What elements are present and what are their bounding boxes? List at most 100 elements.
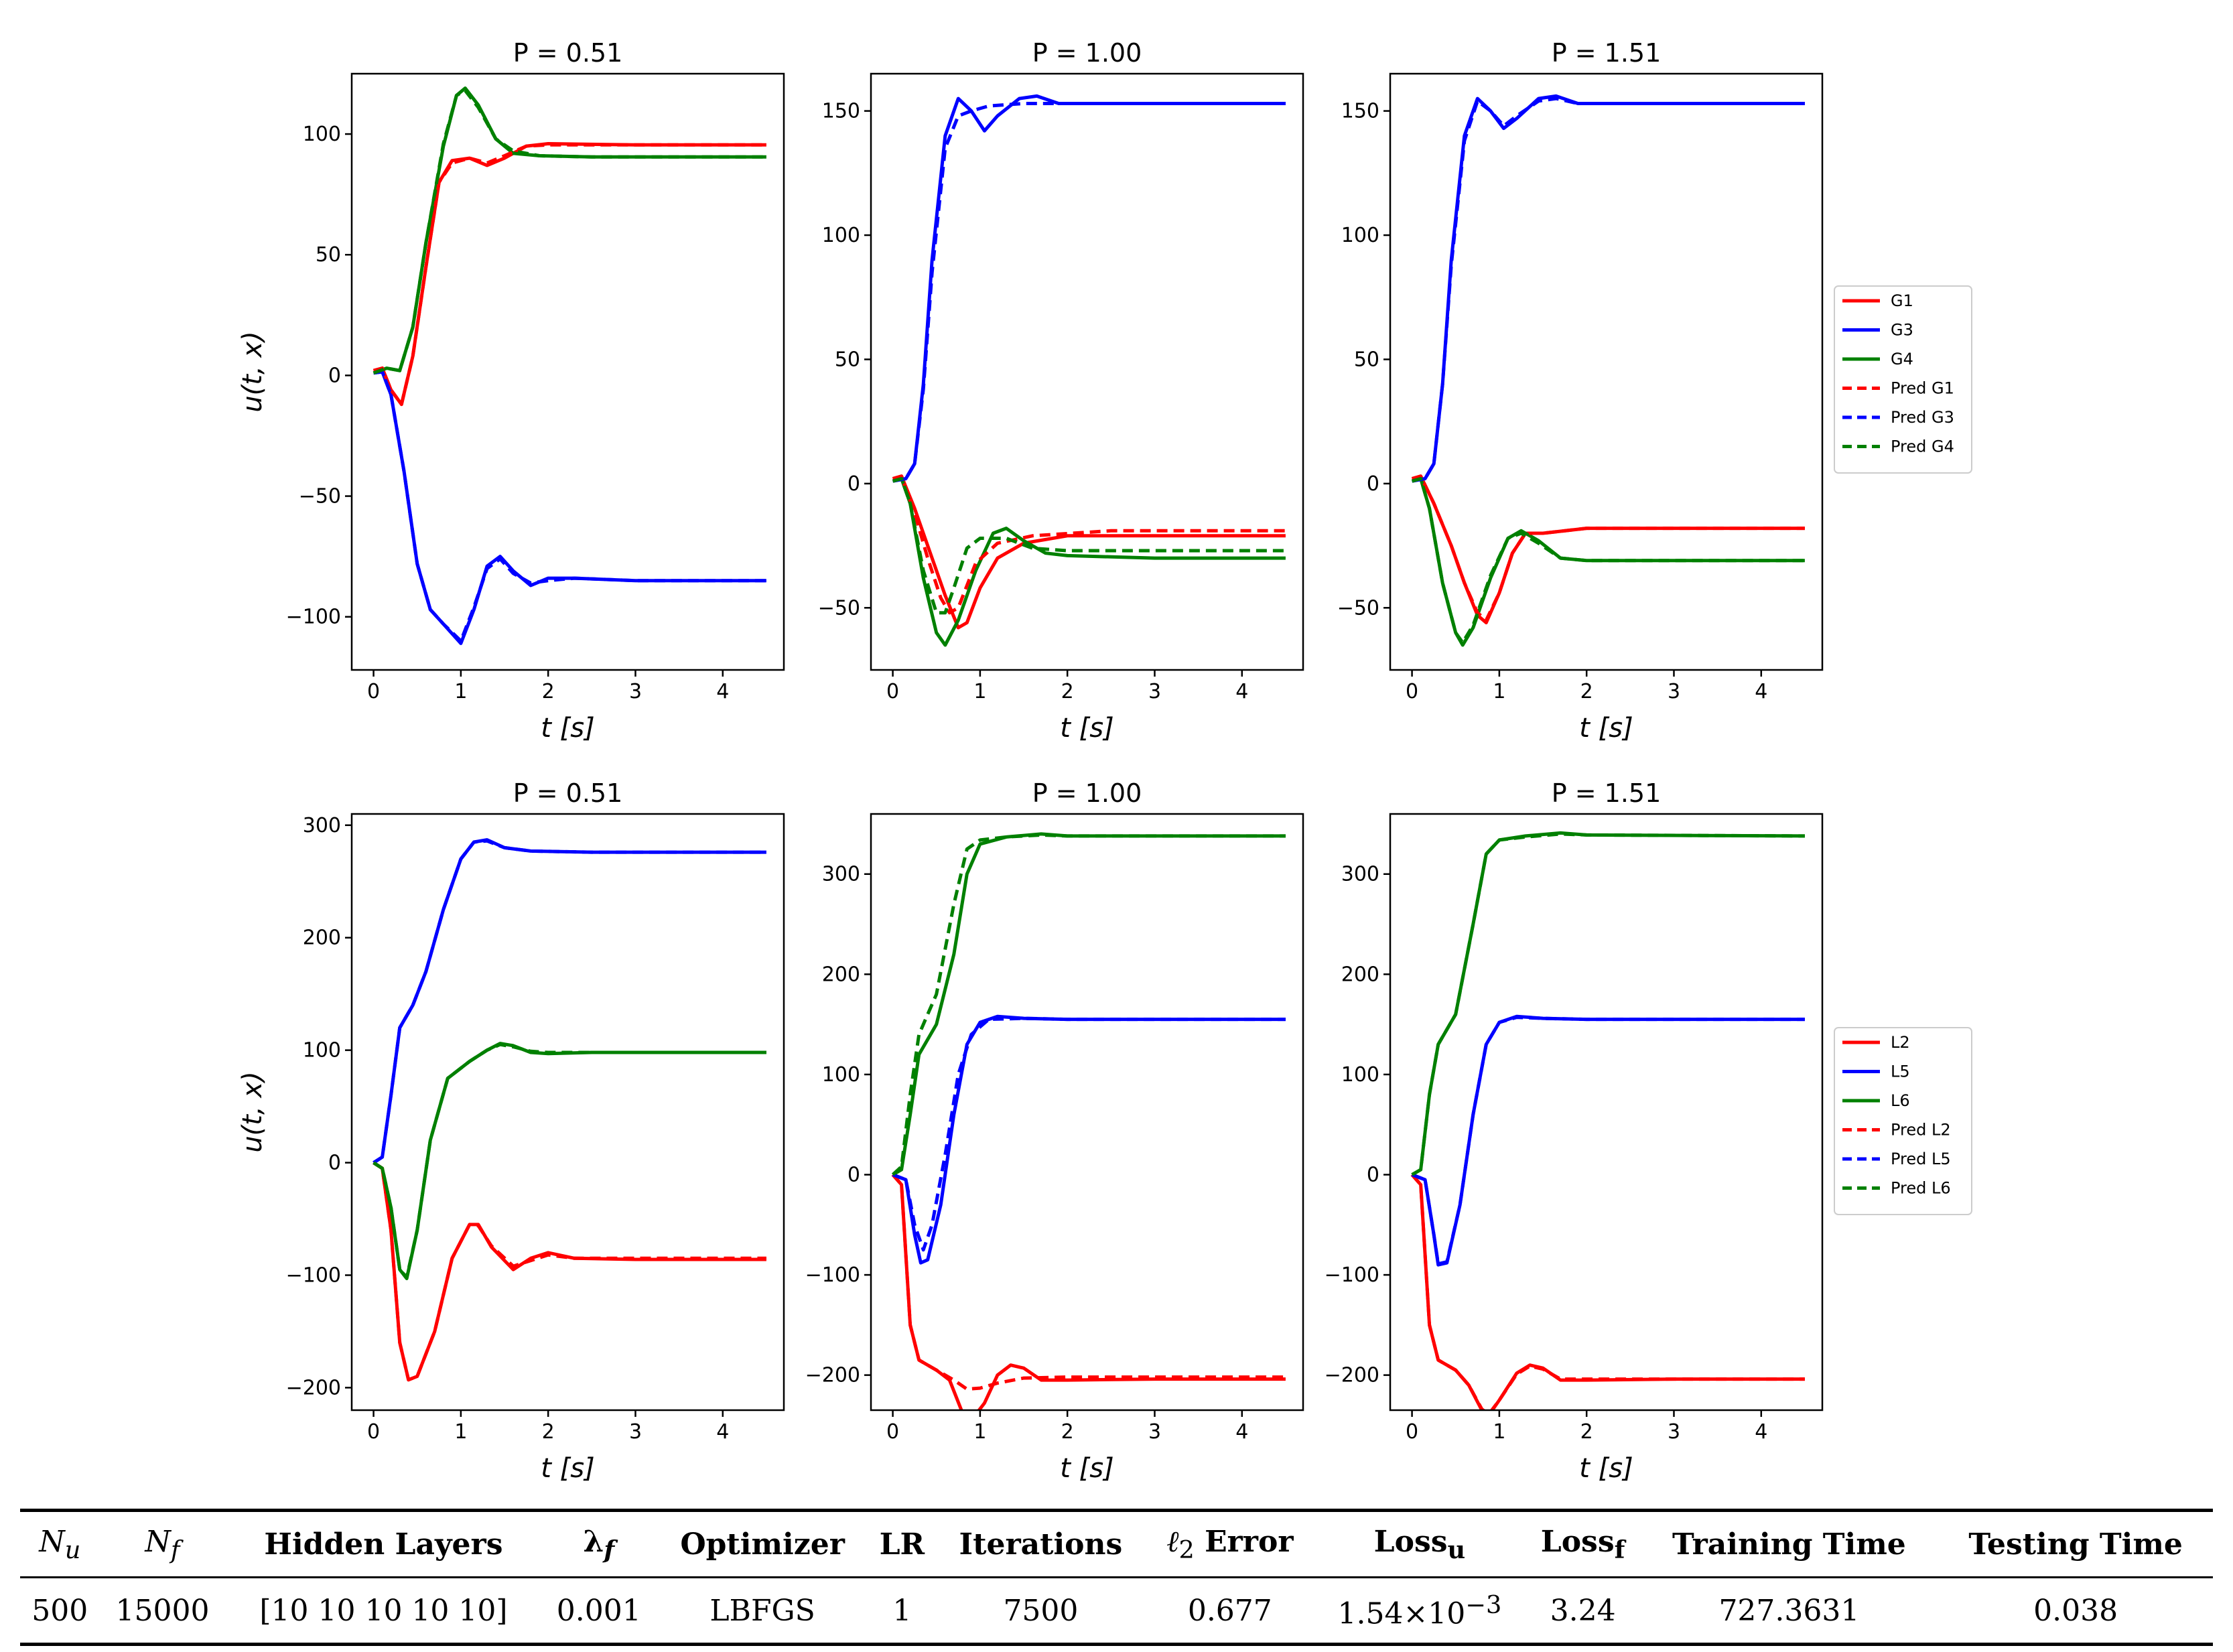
x-tick-label: 0 xyxy=(1406,1420,1418,1444)
plot-frame xyxy=(350,813,785,1412)
y-tick-label: 200 xyxy=(303,926,341,950)
y-tick-label: 50 xyxy=(316,243,341,267)
panel-title: P = 1.51 xyxy=(1552,38,1662,68)
y-axis-label: u(t, x) xyxy=(237,331,268,412)
table-row: 500 15000 [10 10 10 10 10] 0.001 LBFGS 1… xyxy=(20,1578,2213,1645)
series-line-pred-l5 xyxy=(1411,1016,1805,1266)
cell-l2-error: 0.677 xyxy=(1187,1593,1272,1628)
series-group xyxy=(892,94,1286,647)
y-tick-label: 300 xyxy=(1341,863,1379,886)
legend-label: L2 xyxy=(1891,1033,1910,1052)
series-line-pred-g3 xyxy=(892,102,1286,483)
header-lr: LR xyxy=(879,1527,925,1562)
panel-title: P = 0.51 xyxy=(513,38,623,68)
panel-g-p051: P = 0.51 0 1 2 3 4 −100 −50 0 50 100 t [s] u(t, x) xyxy=(237,38,785,744)
y-tick-label: 100 xyxy=(822,224,860,247)
x-tick-label: 2 xyxy=(1580,680,1593,703)
x-tick-label: 1 xyxy=(973,1420,986,1444)
series-line-l2 xyxy=(373,1161,766,1382)
legend-label: Pred L5 xyxy=(1891,1150,1951,1168)
y-tick-label: 100 xyxy=(303,1039,341,1062)
series-line-l5 xyxy=(373,838,766,1164)
table-header-row: Nu Nf Hidden Layers λf Optimizer LR Iter… xyxy=(20,1510,2213,1578)
cell-loss-f: 3.24 xyxy=(1550,1593,1616,1628)
cell-hidden-layers: [10 10 10 10 10] xyxy=(259,1593,508,1628)
x-tick-label: 0 xyxy=(886,680,899,703)
header-nu: Nu xyxy=(39,1524,81,1564)
series-line-pred-l6 xyxy=(891,833,1286,1176)
panel-g-p100: P = 1.00 0 1 2 3 4 −50 0 50 100 150 t [s] xyxy=(818,38,1304,744)
series-line-pred-l5 xyxy=(892,1016,1286,1252)
series-line-pred-l6 xyxy=(1411,832,1805,1176)
x-axis-label: t [s] xyxy=(541,713,594,744)
x-tick-label: 3 xyxy=(1668,1420,1680,1444)
y-tick-label: 0 xyxy=(1367,472,1379,496)
legend-label: Pred G3 xyxy=(1891,408,1954,427)
legend-label: G4 xyxy=(1891,350,1913,368)
x-tick-label: 1 xyxy=(454,1420,467,1444)
series-line-pred-g4 xyxy=(373,88,766,375)
x-tick-label: 4 xyxy=(1235,1420,1248,1444)
x-tick-label: 4 xyxy=(716,680,729,703)
cell-testing-time: 0.038 xyxy=(2033,1593,2118,1628)
panel-title: P = 1.00 xyxy=(1032,778,1142,808)
plot-frame xyxy=(1389,813,1824,1412)
series-line-g3 xyxy=(373,370,766,645)
legend-label: G1 xyxy=(1891,291,1913,310)
header-optimizer: Optimizer xyxy=(680,1527,845,1562)
series-line-g3 xyxy=(1412,94,1805,483)
y-tick-label: 150 xyxy=(822,100,860,123)
header-training-time: Training Time xyxy=(1672,1527,1906,1562)
y-tick-label: 100 xyxy=(303,123,341,146)
x-tick-label: 0 xyxy=(886,1420,899,1444)
series-group xyxy=(373,838,766,1382)
y-tick-label: 200 xyxy=(1341,963,1379,986)
x-tick-label: 2 xyxy=(542,680,555,703)
y-tick-label: 200 xyxy=(822,963,860,986)
series-line-pred-g3 xyxy=(373,370,766,643)
y-tick-label: −200 xyxy=(1325,1364,1379,1387)
legend-label: L6 xyxy=(1891,1091,1910,1110)
header-loss-f: Lossf xyxy=(1540,1524,1625,1564)
header-iterations: Iterations xyxy=(959,1527,1123,1562)
y-tick-label: −50 xyxy=(299,485,341,508)
cell-lambda: 0.001 xyxy=(556,1593,641,1628)
y-tick-label: −200 xyxy=(286,1376,341,1399)
series-group xyxy=(373,86,766,645)
cell-nf: 15000 xyxy=(115,1593,210,1628)
x-tick-label: 3 xyxy=(629,1420,642,1444)
x-tick-label: 1 xyxy=(454,680,467,703)
legend-g: G1 G3 G4 Pred G1 Pred G3 Pred G4 xyxy=(1834,285,1972,474)
legend-label: Pred G4 xyxy=(1891,437,1954,456)
series-line-pred-l5 xyxy=(373,839,766,1164)
series-line-pred-l6 xyxy=(373,1042,766,1280)
y-tick-label: 0 xyxy=(848,1163,860,1186)
series-line-pred-g1 xyxy=(1411,474,1805,622)
x-tick-label: 2 xyxy=(1061,1420,1074,1444)
x-axis-label: t [s] xyxy=(1579,1453,1633,1484)
x-tick-label: 1 xyxy=(1493,1420,1505,1444)
series-line-l2 xyxy=(891,1173,1286,1410)
x-tick-label: 4 xyxy=(1755,680,1767,703)
panel-l-p100: P = 1.00 0 1 2 3 4 −200 −100 0 100 200 300 t [s] xyxy=(805,778,1304,1484)
y-tick-label: −50 xyxy=(818,596,860,620)
y-tick-label: 50 xyxy=(835,348,860,371)
y-tick-label: 0 xyxy=(328,364,341,387)
series-line-pred-l2 xyxy=(891,1173,1286,1391)
x-tick-label: 2 xyxy=(542,1420,555,1444)
header-testing-time: Testing Time xyxy=(1968,1527,2183,1562)
series-line-l6 xyxy=(373,1042,766,1280)
y-axis-label: u(t, x) xyxy=(237,1071,268,1152)
y-tick-label: 0 xyxy=(848,472,860,496)
cell-lr: 1 xyxy=(892,1593,912,1628)
plot-frame xyxy=(350,72,785,671)
series-line-pred-l2 xyxy=(373,1161,766,1382)
x-tick-label: 0 xyxy=(367,680,380,703)
y-tick-label: −200 xyxy=(805,1364,860,1387)
x-tick-label: 3 xyxy=(1148,1420,1161,1444)
x-tick-label: 4 xyxy=(1755,1420,1767,1444)
x-axis-label: t [s] xyxy=(1579,713,1633,744)
x-axis-label: t [s] xyxy=(1060,713,1113,744)
y-tick-label: 300 xyxy=(822,863,860,886)
